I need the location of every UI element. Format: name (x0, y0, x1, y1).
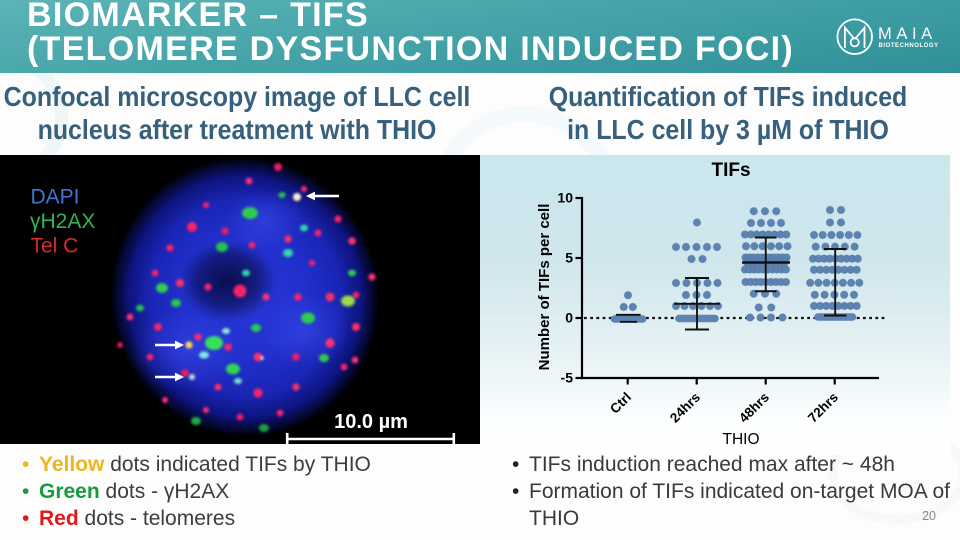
svg-text:MAIA: MAIA (878, 25, 937, 43)
svg-text:10: 10 (557, 190, 573, 206)
svg-text:5: 5 (565, 250, 573, 266)
svg-text:TIFs: TIFs (711, 160, 750, 181)
svg-text:THIO: THIO (722, 431, 759, 448)
svg-text:Tel C: Tel C (31, 235, 79, 258)
svg-text:10.0 µm: 10.0 µm (334, 411, 408, 433)
svg-text:Ctrl: Ctrl (607, 390, 634, 417)
svg-text:DAPI: DAPI (31, 186, 80, 209)
svg-text:0: 0 (565, 310, 573, 326)
svg-text:Number of TIFs per cell: Number of TIFs per cell (536, 204, 553, 371)
svg-text:γH2AX: γH2AX (30, 210, 95, 233)
svg-text:BIOTECHNOLOGY: BIOTECHNOLOGY (879, 43, 939, 49)
svg-text:24hrs: 24hrs (667, 390, 703, 426)
svg-text:48hrs: 48hrs (736, 390, 772, 426)
svg-text:-5: -5 (561, 370, 574, 386)
svg-text:72hrs: 72hrs (805, 390, 841, 426)
